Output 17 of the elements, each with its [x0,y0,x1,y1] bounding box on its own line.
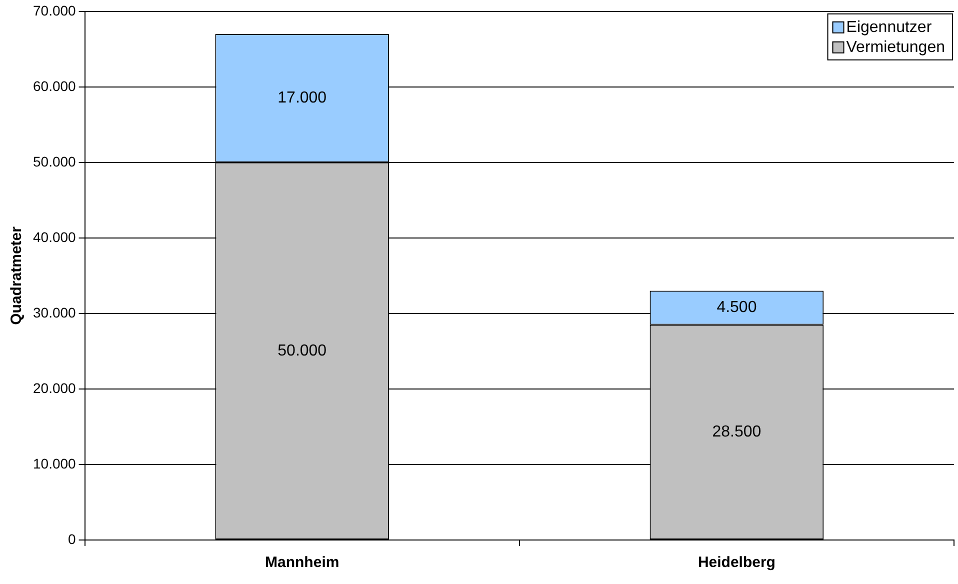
x-tick-label: Heidelberg [698,554,776,572]
y-axis-title: Quadratmeter [8,226,26,325]
y-tick-label: 10.000 [32,455,76,472]
data-label: 50.000 [278,342,327,360]
y-tick-label: 30.000 [32,304,76,320]
legend-label: Eigennutzer [846,18,932,36]
y-tick-label: 50.000 [32,153,76,170]
data-label: 4.500 [716,299,757,316]
data-label: 17.000 [278,90,327,107]
y-tick-label: 40.000 [32,228,76,245]
y-tick-label: 0 [68,530,76,547]
y-tick-label: 70.000 [32,2,76,18]
x-tick-label: Mannheim [265,554,340,572]
y-tick-label: 20.000 [32,380,76,396]
data-label: 28.500 [712,424,762,441]
y-tick-label: 60.000 [32,78,76,94]
legend-label: Vermietungen [846,38,945,56]
